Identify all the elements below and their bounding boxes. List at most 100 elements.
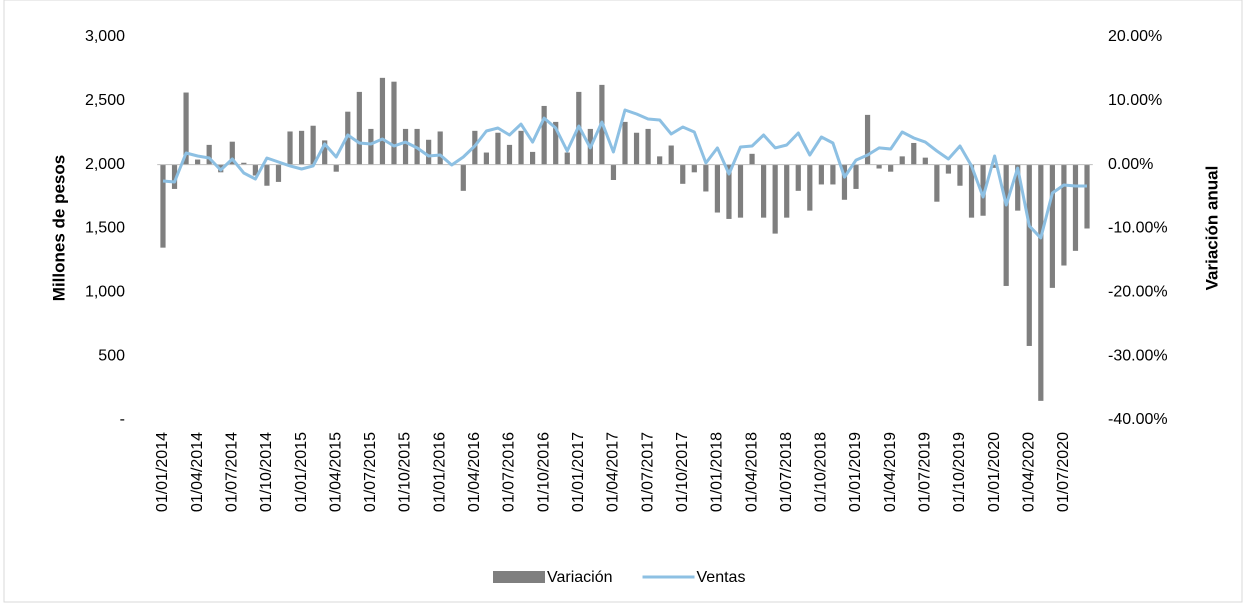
bar	[275, 164, 282, 182]
bar	[379, 77, 386, 165]
chart-border	[3, 0, 1243, 603]
x-tick-label: 01/10/2014	[258, 432, 275, 512]
bar	[726, 164, 732, 219]
y-tick-label: 3,000	[85, 28, 125, 45]
bar	[437, 131, 443, 165]
bar	[333, 164, 339, 172]
bar	[1061, 164, 1067, 266]
bar	[633, 132, 640, 165]
line	[162, 108, 1087, 240]
bar	[610, 164, 617, 180]
bar	[945, 164, 952, 174]
bar	[761, 164, 767, 218]
bar	[899, 156, 905, 165]
x-tick-label: 01/07/2019	[917, 432, 934, 512]
y2-tick-label: -40.00%	[1108, 411, 1168, 428]
bar	[784, 164, 790, 218]
bar	[495, 132, 501, 165]
y-tick-label: 500	[98, 347, 125, 364]
bar	[622, 121, 628, 165]
bar	[749, 153, 755, 165]
y-tick-label: 1,000	[85, 284, 125, 301]
bar	[853, 164, 859, 189]
bar	[807, 164, 813, 211]
x-tick-label: 01/07/2017	[639, 432, 656, 512]
bar	[506, 144, 513, 165]
bar	[1026, 164, 1032, 346]
bar	[968, 164, 975, 218]
x-tick-label: 01/04/2015	[327, 432, 344, 512]
bar	[657, 156, 663, 165]
bar	[1072, 164, 1079, 251]
bar	[703, 164, 709, 192]
bar	[645, 128, 651, 165]
y-tick-label: 2,000	[85, 156, 125, 173]
y2-tick-label: -20.00%	[1108, 284, 1168, 301]
bar	[830, 164, 836, 185]
bar	[298, 130, 305, 165]
x-tick-label: 01/04/2019	[882, 432, 899, 512]
bar	[737, 164, 744, 218]
bar	[160, 164, 166, 248]
bar	[310, 125, 316, 165]
bar	[391, 81, 397, 165]
bar	[564, 152, 570, 165]
bar	[356, 91, 362, 165]
x-tick-label: 01/10/2017	[674, 432, 691, 512]
bar	[888, 164, 894, 172]
bar	[772, 164, 778, 234]
bar	[922, 157, 928, 165]
bar	[518, 130, 524, 165]
bar	[541, 105, 547, 165]
x-tick-label: 01/01/2016	[431, 432, 448, 512]
bar	[934, 164, 940, 202]
bar	[460, 164, 466, 191]
bar	[714, 164, 721, 213]
bar	[553, 121, 559, 165]
x-tick-label: 01/04/2020	[1021, 432, 1038, 512]
bar	[841, 164, 848, 200]
bar	[229, 141, 235, 165]
bar	[680, 164, 686, 184]
legend-swatch	[493, 571, 545, 583]
x-tick-label: 01/04/2014	[189, 432, 206, 512]
bar	[992, 164, 998, 168]
x-tick-label: 01/07/2016	[501, 432, 518, 512]
x-tick-label: 01/07/2015	[362, 432, 379, 512]
x-tick-label: 01/04/2017	[605, 432, 622, 512]
bar	[183, 92, 189, 165]
y2-tick-label: 20.00%	[1108, 28, 1162, 45]
x-tick-label: 01/07/2020	[1055, 432, 1072, 512]
bar	[1003, 164, 1009, 286]
bar	[795, 164, 801, 191]
legend-label: Ventas	[697, 569, 746, 586]
bar	[368, 128, 374, 165]
bar	[818, 164, 824, 185]
y-tick-label: -	[120, 411, 125, 428]
bar	[426, 139, 432, 165]
bar	[980, 164, 986, 216]
y2-tick-label: 10.00%	[1108, 92, 1162, 109]
bar	[171, 164, 178, 189]
bar	[1084, 164, 1090, 229]
legend-label: Variación	[547, 569, 613, 586]
x-tick-label: 01/07/2014	[224, 432, 241, 512]
bar	[864, 114, 871, 165]
bar	[322, 140, 328, 165]
x-tick-label: 01/10/2016	[535, 432, 552, 512]
y2-axis-title: Variación anual	[1202, 166, 1221, 291]
bar	[287, 131, 293, 165]
bar	[402, 128, 409, 165]
y2-tick-label: -30.00%	[1108, 347, 1168, 364]
y-axis-title: Millones de pesos	[49, 155, 68, 301]
y-tick-label: 1,500	[85, 220, 125, 237]
bar	[529, 151, 536, 165]
bar	[691, 164, 697, 173]
bar	[241, 162, 247, 165]
y2-tick-label: -10.00%	[1108, 220, 1168, 237]
x-tick-label: 01/01/2019	[847, 432, 864, 512]
bar	[1015, 164, 1021, 211]
x-tick-label: 01/10/2015	[397, 432, 414, 512]
x-tick-label: 01/04/2016	[466, 432, 483, 512]
